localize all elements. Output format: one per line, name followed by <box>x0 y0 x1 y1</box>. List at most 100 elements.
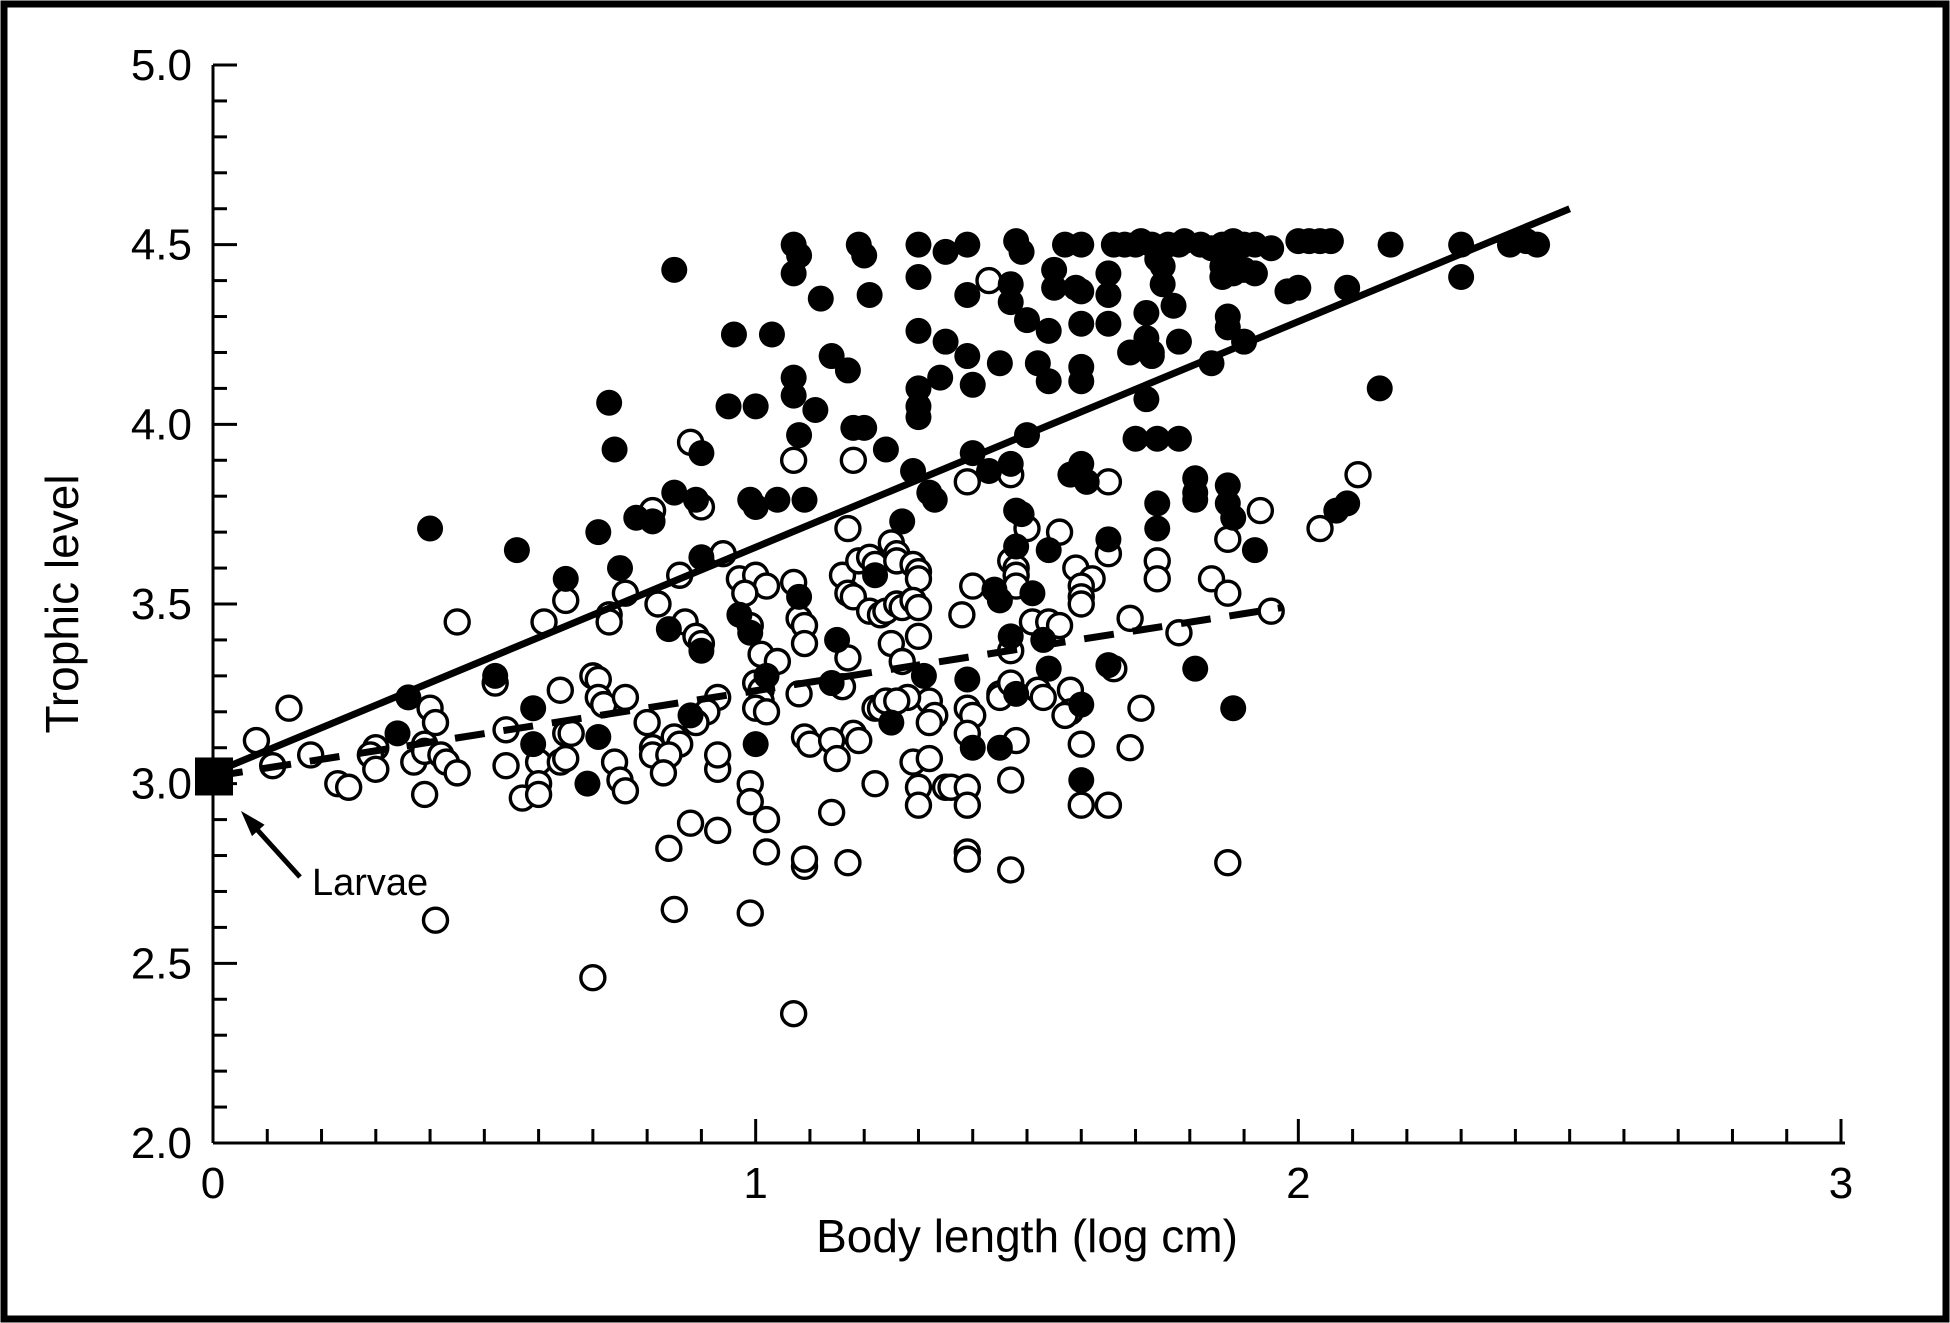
data-point-filled <box>959 371 986 398</box>
data-point-open <box>552 586 580 615</box>
data-point-filled <box>786 422 813 449</box>
data-point-filled <box>655 616 682 643</box>
data-point-filled <box>818 670 845 697</box>
regression-lines <box>211 205 1572 780</box>
data-point-open <box>633 708 661 737</box>
data-point-filled <box>1133 299 1160 326</box>
data-point-open <box>1214 579 1242 607</box>
data-point-open <box>779 999 808 1028</box>
data-point-open <box>1306 514 1334 543</box>
data-point-filled <box>1073 468 1100 495</box>
data-point-open <box>557 719 585 748</box>
data-point-open <box>334 773 363 801</box>
larvae-square-marker <box>195 757 233 796</box>
data-point-open <box>611 777 640 805</box>
data-point-filled <box>862 562 889 589</box>
data-point-filled <box>1366 375 1393 402</box>
data-point-filled <box>742 731 769 758</box>
data-point-filled <box>1095 260 1122 287</box>
data-point-filled <box>997 289 1024 316</box>
data-point-open <box>1029 683 1057 712</box>
data-point-filled <box>742 493 769 520</box>
data-point-open <box>1067 730 1095 758</box>
data-point-open <box>1165 619 1193 647</box>
data-point-open <box>904 622 933 651</box>
data-point-open <box>1116 734 1144 762</box>
data-point-filled <box>1035 368 1062 395</box>
data-point-filled <box>959 734 986 761</box>
data-point-filled <box>417 515 444 542</box>
larvae-square <box>195 757 233 796</box>
data-point-filled <box>1068 368 1095 395</box>
data-point-open <box>1344 460 1372 489</box>
data-point-open <box>904 791 933 819</box>
data-point-filled <box>1182 655 1209 682</box>
data-point-filled <box>802 396 829 423</box>
data-point-filled <box>764 486 791 513</box>
data-point-filled <box>997 271 1024 298</box>
y-tick-label: 3.5 <box>131 580 192 629</box>
data-point-filled <box>780 260 807 287</box>
data-point-open <box>703 816 732 845</box>
data-point-open <box>443 759 471 787</box>
data-point-open <box>1257 597 1285 625</box>
data-point-open <box>703 741 732 769</box>
data-point-filled <box>921 486 948 513</box>
y-axis-title: Trophic level <box>36 474 88 733</box>
data-point-open <box>1045 611 1074 640</box>
data-point-filled <box>1068 767 1095 794</box>
larvae-label: Larvae <box>312 862 428 904</box>
data-point-filled <box>791 486 818 513</box>
data-point-filled <box>986 734 1013 761</box>
data-point-filled <box>720 321 747 348</box>
data-point-filled <box>1003 680 1030 707</box>
data-point-filled <box>503 537 530 564</box>
data-point-open <box>915 744 944 773</box>
data-point-open <box>736 787 764 816</box>
data-point-filled <box>585 723 612 750</box>
data-point-filled <box>932 328 959 355</box>
data-point-open <box>1127 694 1155 722</box>
data-point-filled <box>872 436 899 463</box>
data-point-filled <box>807 285 834 312</box>
data-point-filled <box>1117 339 1144 366</box>
data-point-filled <box>639 508 666 535</box>
data-point-open <box>1094 791 1123 819</box>
data-point-filled <box>927 364 954 391</box>
y-tick-label: 5.0 <box>131 41 192 90</box>
data-point-filled <box>1220 504 1247 531</box>
data-point-filled <box>1095 652 1122 679</box>
data-point-filled <box>1041 256 1068 283</box>
data-point-filled <box>1241 260 1268 287</box>
x-tick-label: 2 <box>1286 1159 1310 1208</box>
data-point-open <box>410 780 439 809</box>
data-point-open <box>443 608 471 636</box>
data-point-filled <box>677 702 704 729</box>
data-point-filled <box>1014 307 1040 334</box>
data-point-filled <box>753 662 780 689</box>
data-point-open <box>948 601 976 629</box>
data-point-filled <box>688 637 715 664</box>
y-tick-label: 3.0 <box>131 760 192 809</box>
data-point-filled <box>1003 533 1030 560</box>
data-point-filled <box>482 662 509 689</box>
data-point-open <box>790 845 819 873</box>
data-point-filled <box>520 695 547 722</box>
data-point-filled <box>1182 486 1209 513</box>
data-point-open <box>953 791 982 819</box>
data-point-filled <box>986 350 1013 377</box>
data-point-open <box>736 899 764 927</box>
data-point-open <box>731 579 759 607</box>
data-point-open <box>779 446 808 474</box>
data-point-open <box>861 769 889 798</box>
data-point-filled <box>1165 328 1192 355</box>
data-point-filled <box>1095 526 1122 553</box>
data-point-open <box>421 906 450 934</box>
data-point-filled <box>520 731 547 758</box>
data-point-open <box>655 834 683 863</box>
data-point-filled <box>780 382 807 409</box>
data-point-open <box>1067 791 1095 819</box>
data-point-filled <box>976 458 1003 485</box>
